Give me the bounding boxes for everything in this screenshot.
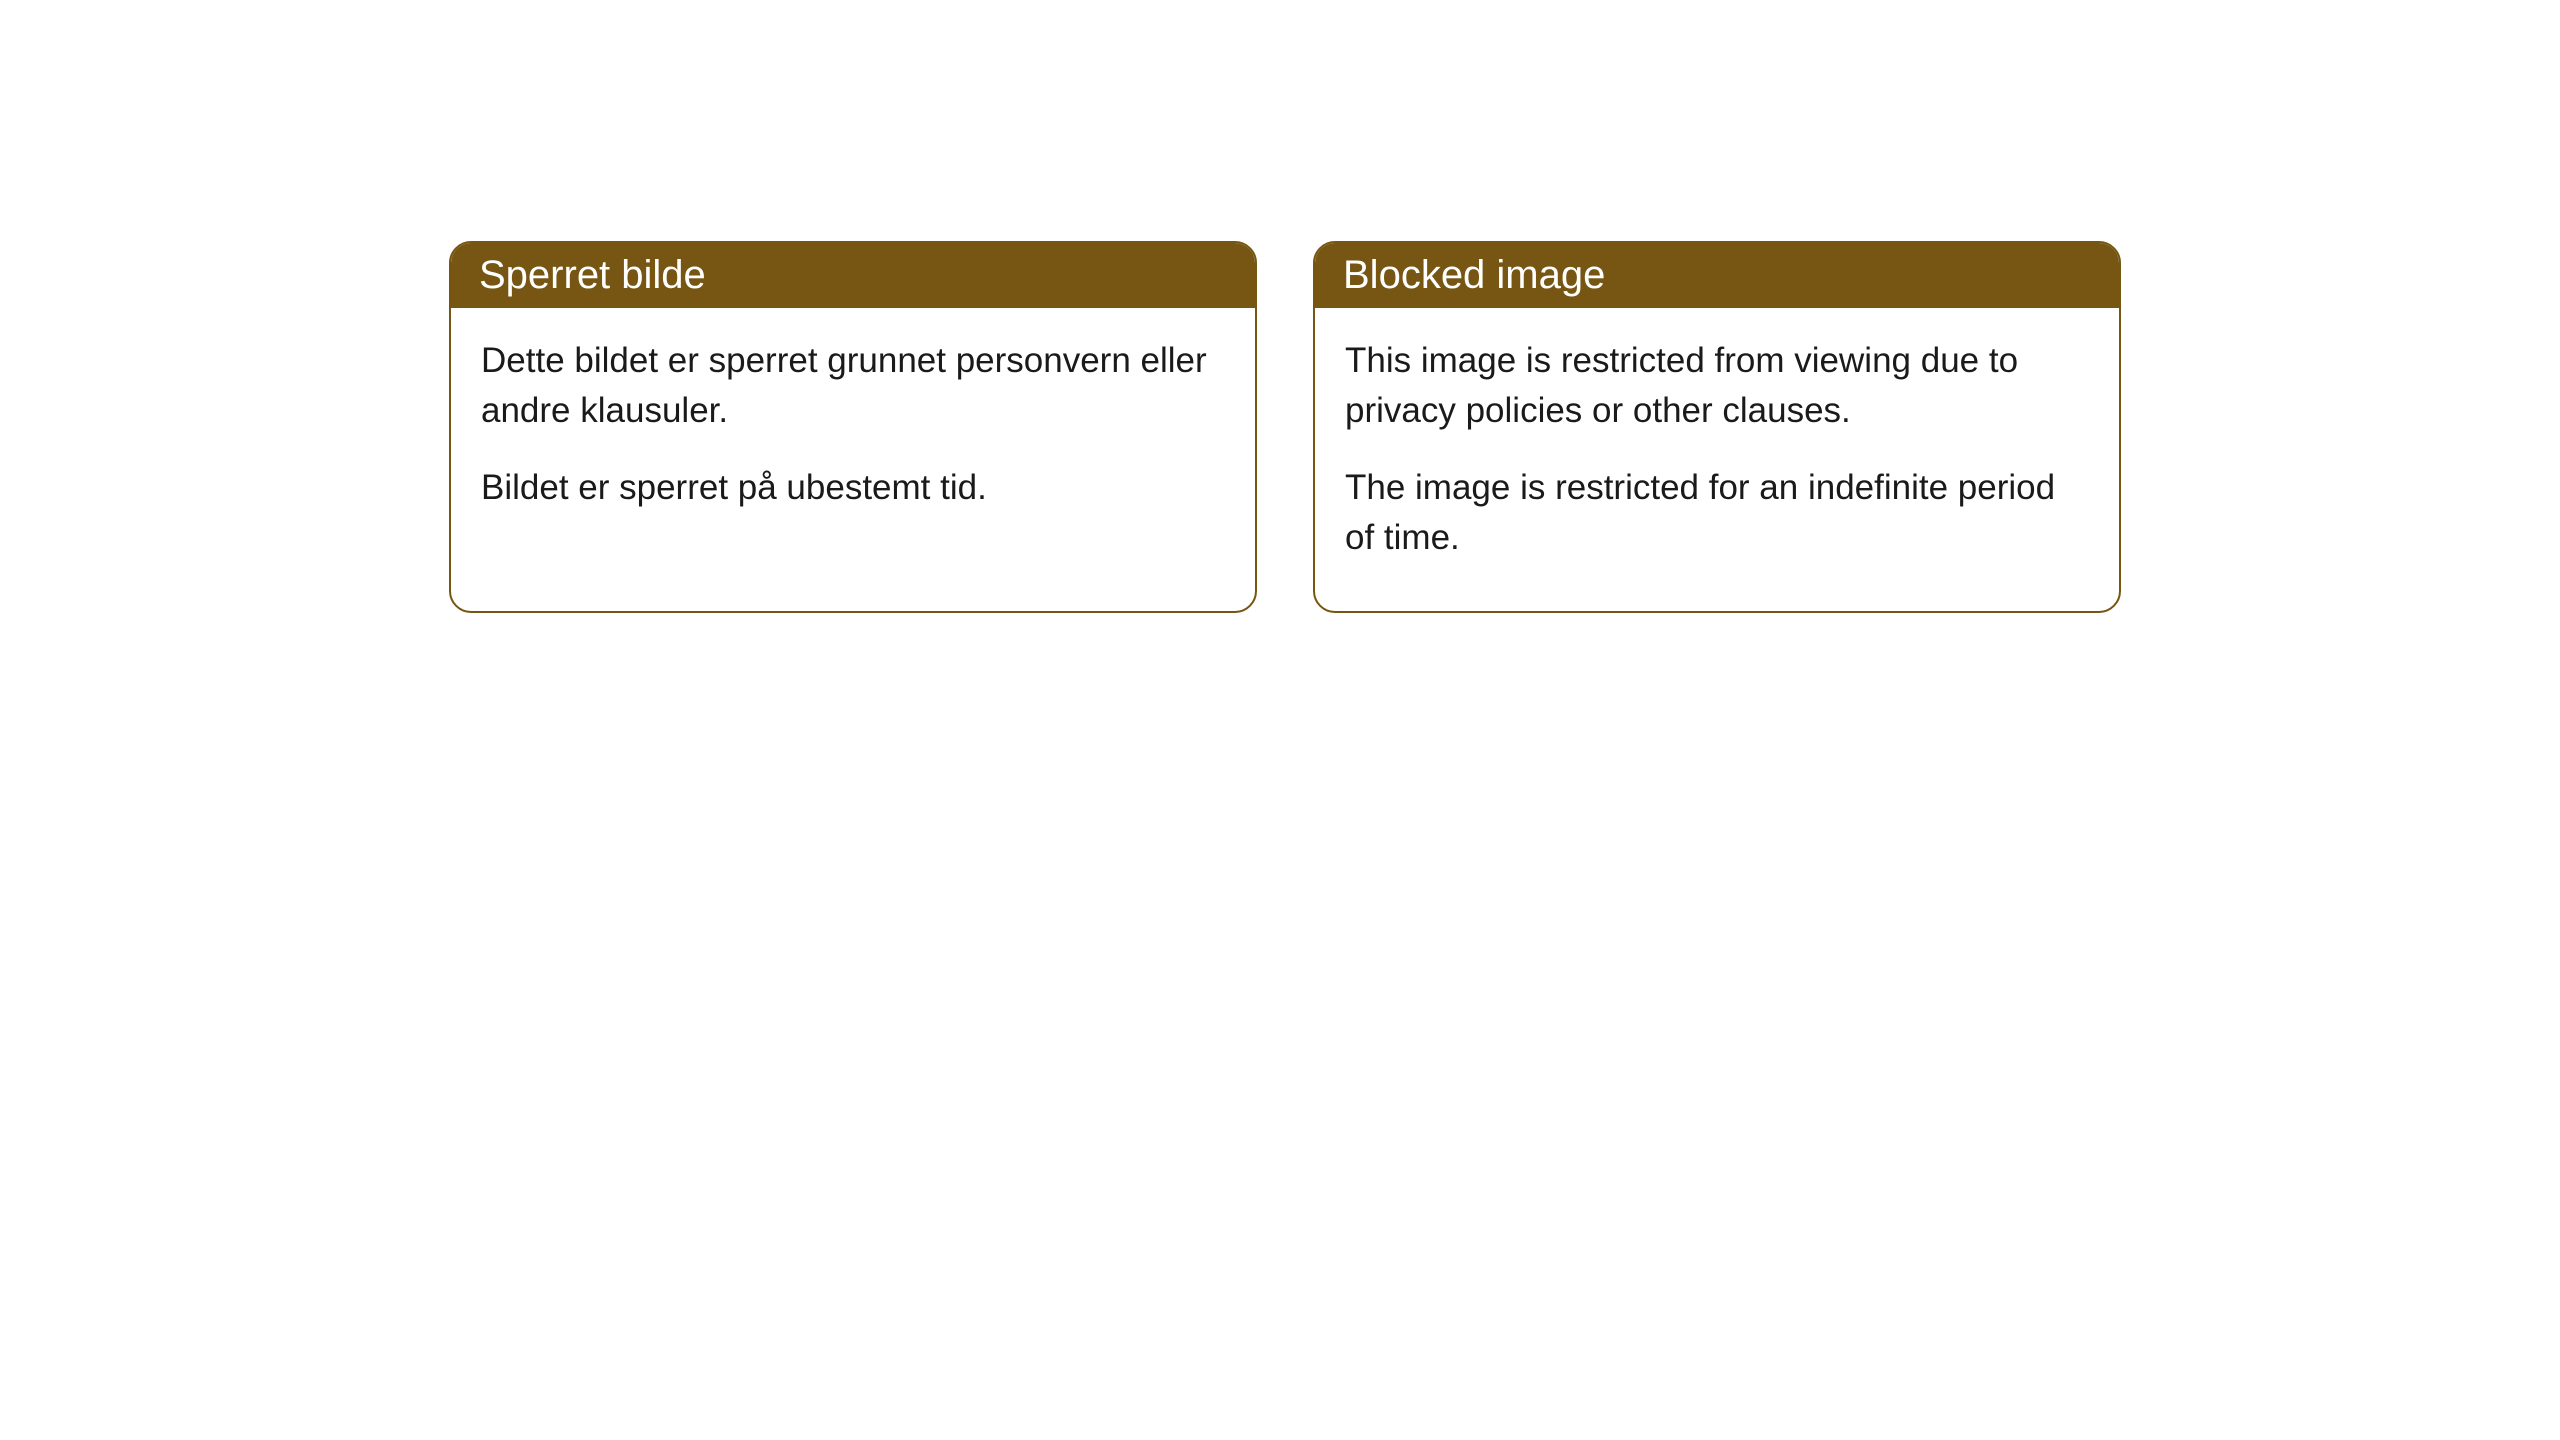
card-header: Blocked image — [1315, 243, 2119, 308]
card-header: Sperret bilde — [451, 243, 1255, 308]
notice-cards-container: Sperret bilde Dette bildet er sperret gr… — [449, 241, 2121, 613]
card-body: This image is restricted from viewing du… — [1315, 308, 2119, 611]
card-paragraph: Bildet er sperret på ubestemt tid. — [481, 463, 1225, 513]
blocked-image-card-english: Blocked image This image is restricted f… — [1313, 241, 2121, 613]
card-body: Dette bildet er sperret grunnet personve… — [451, 308, 1255, 561]
card-paragraph: The image is restricted for an indefinit… — [1345, 463, 2089, 562]
card-paragraph: Dette bildet er sperret grunnet personve… — [481, 336, 1225, 435]
card-paragraph: This image is restricted from viewing du… — [1345, 336, 2089, 435]
blocked-image-card-norwegian: Sperret bilde Dette bildet er sperret gr… — [449, 241, 1257, 613]
